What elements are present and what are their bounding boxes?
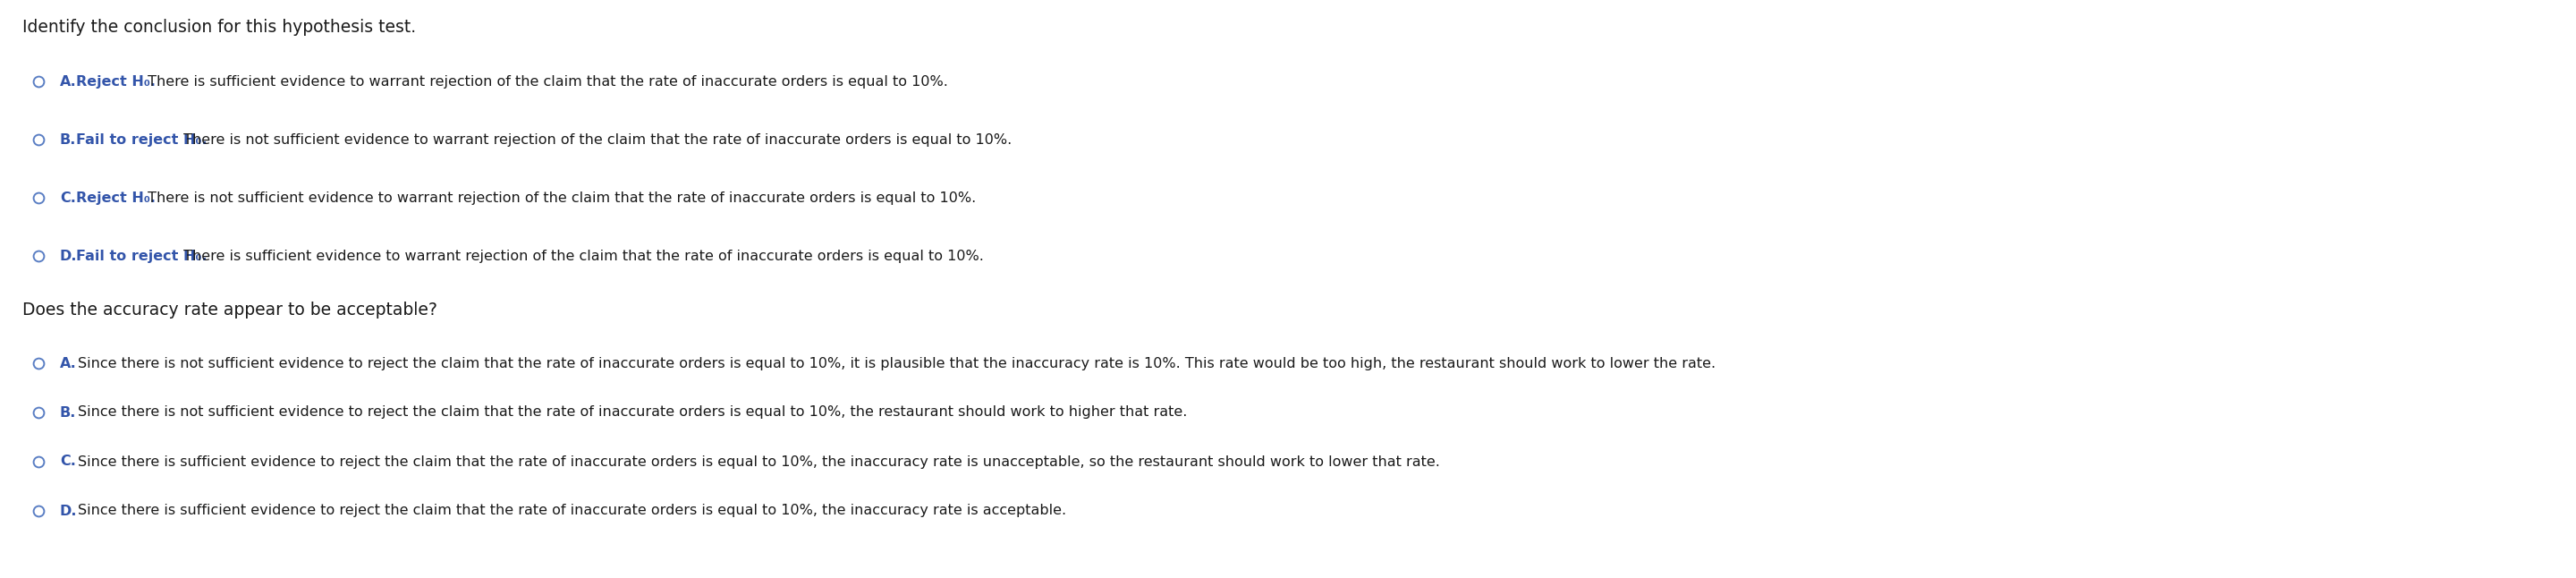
Text: D.: D.: [59, 249, 77, 262]
Text: Since there is sufficient evidence to reject the claim that the rate of inaccura: Since there is sufficient evidence to re…: [77, 455, 1440, 468]
Text: Fail to reject H₀.: Fail to reject H₀.: [77, 249, 206, 262]
Text: B.: B.: [59, 406, 77, 419]
Text: Reject H₀.: Reject H₀.: [77, 75, 155, 88]
Text: A.: A.: [59, 357, 77, 370]
Text: C.: C.: [59, 191, 75, 205]
Text: Fail to reject H₀.: Fail to reject H₀.: [77, 133, 206, 146]
Text: Identify the conclusion for this hypothesis test.: Identify the conclusion for this hypothe…: [23, 19, 417, 36]
Text: C.: C.: [59, 455, 75, 468]
Text: There is sufficient evidence to warrant rejection of the claim that the rate of : There is sufficient evidence to warrant …: [144, 75, 948, 88]
Text: Since there is not sufficient evidence to reject the claim that the rate of inac: Since there is not sufficient evidence t…: [77, 357, 1716, 370]
Text: There is not sufficient evidence to warrant rejection of the claim that the rate: There is not sufficient evidence to warr…: [178, 133, 1012, 146]
Text: Since there is sufficient evidence to reject the claim that the rate of inaccura: Since there is sufficient evidence to re…: [77, 504, 1066, 518]
Text: Does the accuracy rate appear to be acceptable?: Does the accuracy rate appear to be acce…: [23, 301, 438, 318]
Text: Since there is not sufficient evidence to reject the claim that the rate of inac: Since there is not sufficient evidence t…: [77, 406, 1188, 419]
Text: Reject H₀.: Reject H₀.: [77, 191, 155, 205]
Text: There is sufficient evidence to warrant rejection of the claim that the rate of : There is sufficient evidence to warrant …: [178, 249, 984, 262]
Text: B.: B.: [59, 133, 77, 146]
Text: D.: D.: [59, 504, 77, 518]
Text: There is not sufficient evidence to warrant rejection of the claim that the rate: There is not sufficient evidence to warr…: [144, 191, 976, 205]
Text: A.: A.: [59, 75, 77, 88]
